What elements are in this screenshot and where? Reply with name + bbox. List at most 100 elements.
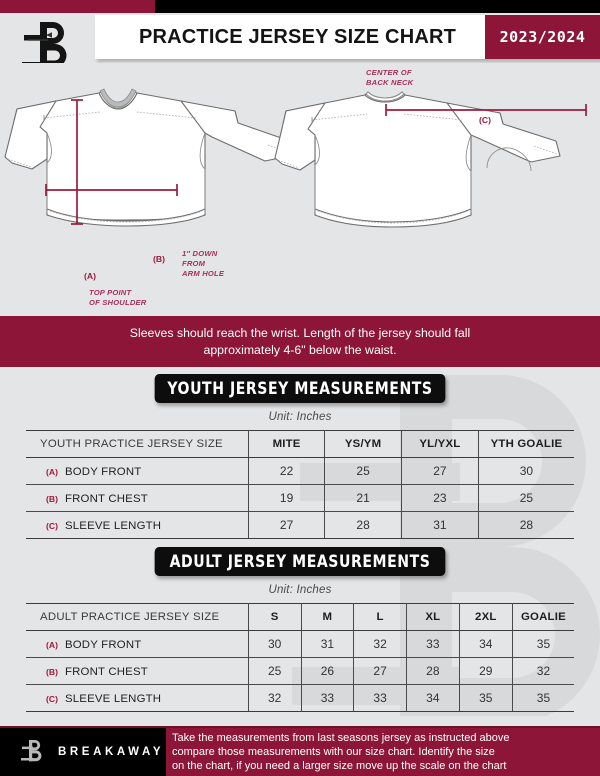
adult-col-l: L — [353, 603, 407, 631]
youth-c-ysym: 28 — [324, 511, 402, 539]
youth-size-table: YOUTH PRACTICE JERSEY SIZE MITE YS/YM YL… — [26, 430, 574, 539]
adult-c-m: 33 — [301, 684, 355, 712]
adult-b-l: 27 — [353, 657, 407, 685]
adult-b-2xl: 29 — [459, 657, 513, 685]
table-row: (C) SLEEVE LENGTH 27 28 31 28 — [26, 511, 574, 539]
youth-row-a-code: (A) — [46, 467, 58, 477]
adult-b-m: 26 — [301, 657, 355, 685]
youth-c-ylyxl: 31 — [401, 511, 479, 539]
youth-b-mite: 19 — [248, 484, 326, 512]
adult-unit-label: Unit: Inches — [268, 584, 332, 596]
youth-col-size-label: YOUTH PRACTICE JERSEY SIZE — [26, 430, 249, 458]
youth-c-mite: 27 — [248, 511, 326, 539]
adult-b-xl: 28 — [406, 657, 460, 685]
table-row: (A) BODY FRONT 30 31 32 33 34 35 — [26, 630, 574, 658]
dimension-b-line — [45, 184, 178, 196]
top-accent-bar-maroon — [0, 0, 155, 13]
label-b-note-2: FROM — [182, 259, 206, 268]
youth-col-mite: MITE — [248, 430, 326, 458]
dimension-a-line — [71, 99, 83, 225]
youth-a-ylyxl: 27 — [401, 457, 479, 485]
footer-instructions: Take the measurements from last seasons … — [172, 728, 596, 776]
youth-row-b-name: FRONT CHEST — [64, 493, 148, 505]
adult-section-badge: ADULT JERSEY MEASUREMENTS — [154, 547, 446, 576]
adult-row-b-label: (B) FRONT CHEST — [26, 657, 249, 685]
adult-c-l: 33 — [353, 684, 407, 712]
youth-row-b-label: (B) FRONT CHEST — [26, 484, 249, 512]
youth-col-yl-yxl: YL/YXL — [401, 430, 479, 458]
adult-row-c-name: SLEEVE LENGTH — [64, 693, 162, 705]
youth-c-goalie: 28 — [478, 511, 574, 539]
season-badge: 2023/2024 — [485, 15, 600, 59]
table-row: (A) BODY FRONT 22 25 27 30 — [26, 457, 574, 485]
adult-col-2xl: 2XL — [459, 603, 513, 631]
youth-row-c-label: (C) SLEEVE LENGTH — [26, 511, 249, 539]
fit-note-line2: approximately 4-6" below the waist. — [203, 342, 397, 357]
label-a-note-2: OF SHOULDER — [89, 298, 147, 307]
youth-row-b-code: (B) — [46, 494, 58, 504]
label-c-code: (C) — [479, 115, 491, 125]
footer-line2: compare those measurements with our size… — [172, 745, 495, 758]
table-row: (B) FRONT CHEST 19 21 23 25 — [26, 484, 574, 512]
adult-a-l: 32 — [353, 630, 407, 658]
adult-col-size-label: ADULT PRACTICE JERSEY SIZE — [26, 603, 249, 631]
footer-line3: on the chart, if you need a larger size … — [172, 760, 507, 773]
adult-a-goalie: 35 — [512, 630, 574, 658]
footer-divider — [0, 726, 600, 728]
label-c-note-2: BACK NECK — [366, 78, 414, 87]
adult-row-a-label: (A) BODY FRONT — [26, 630, 249, 658]
adult-size-table: ADULT PRACTICE JERSEY SIZE S M L XL 2XL … — [26, 603, 574, 712]
adult-col-goalie: GOALIE — [512, 603, 574, 631]
adult-c-2xl: 35 — [459, 684, 513, 712]
adult-a-s: 30 — [248, 630, 302, 658]
adult-table-header-row: ADULT PRACTICE JERSEY SIZE S M L XL 2XL … — [26, 603, 574, 631]
label-b-code: (B) — [153, 254, 165, 264]
adult-c-s: 32 — [248, 684, 302, 712]
adult-row-c-code: (C) — [46, 694, 58, 704]
adult-c-xl: 34 — [406, 684, 460, 712]
youth-row-c-code: (C) — [46, 521, 58, 531]
youth-a-ysym: 25 — [324, 457, 402, 485]
adult-row-c-label: (C) SLEEVE LENGTH — [26, 684, 249, 712]
footer-brand-name: BREAKAWAY — [58, 746, 165, 758]
page-title: PRACTICE JERSEY SIZE CHART — [138, 25, 457, 48]
fit-note-band: Sleeves should reach the wrist. Length o… — [0, 316, 600, 367]
youth-table-header-row: YOUTH PRACTICE JERSEY SIZE MITE YS/YM YL… — [26, 430, 574, 458]
adult-col-s: S — [248, 603, 302, 631]
page-header: PRACTICE JERSEY SIZE CHART 2023/2024 — [0, 13, 600, 68]
adult-a-2xl: 34 — [459, 630, 513, 658]
label-a-code: (A) — [84, 271, 96, 281]
adult-c-goalie: 35 — [512, 684, 574, 712]
table-row: (B) FRONT CHEST 25 26 27 28 29 32 — [26, 657, 574, 685]
youth-a-goalie: 30 — [478, 457, 574, 485]
label-b-note-3: ARM HOLE — [181, 269, 225, 278]
youth-row-c-name: SLEEVE LENGTH — [64, 520, 162, 532]
youth-row-a-label: (A) BODY FRONT — [26, 457, 249, 485]
youth-col-ys-ym: YS/YM — [324, 430, 402, 458]
label-c-note-1: CENTER OF — [366, 68, 412, 77]
adult-row-b-name: FRONT CHEST — [64, 666, 148, 678]
fit-note-line1: Sleeves should reach the wrist. Length o… — [129, 325, 471, 340]
adult-a-xl: 33 — [406, 630, 460, 658]
adult-a-m: 31 — [301, 630, 355, 658]
youth-b-ysym: 21 — [324, 484, 402, 512]
adult-row-a-code: (A) — [46, 640, 58, 650]
youth-a-mite: 22 — [248, 457, 326, 485]
table-row: (C) SLEEVE LENGTH 32 33 33 34 35 35 — [26, 684, 574, 712]
adult-row-b-code: (B) — [46, 667, 58, 677]
footer-logo-block: BREAKAWAY — [0, 728, 166, 776]
label-a-note-1: TOP POINT — [89, 288, 132, 297]
footer-line1: Take the measurements from last seasons … — [172, 731, 510, 744]
youth-b-goalie: 25 — [478, 484, 574, 512]
breakaway-monogram-icon — [20, 737, 50, 767]
adult-row-a-name: BODY FRONT — [64, 639, 142, 651]
youth-col-yth-goalie: YTH GOALIE — [478, 430, 574, 458]
dimension-c-line — [385, 104, 587, 116]
adult-col-m: M — [301, 603, 355, 631]
label-b-note-1: 1" DOWN — [182, 249, 218, 258]
jersey-diagram-area: .ol{fill:#ffffff;stroke:#6e6e6e;stroke-w… — [0, 63, 600, 316]
adult-b-goalie: 32 — [512, 657, 574, 685]
back-jersey-illustration: CENTER OF BACK NECK (C) — [274, 68, 587, 228]
youth-section-badge: YOUTH JERSEY MEASUREMENTS — [154, 374, 446, 403]
